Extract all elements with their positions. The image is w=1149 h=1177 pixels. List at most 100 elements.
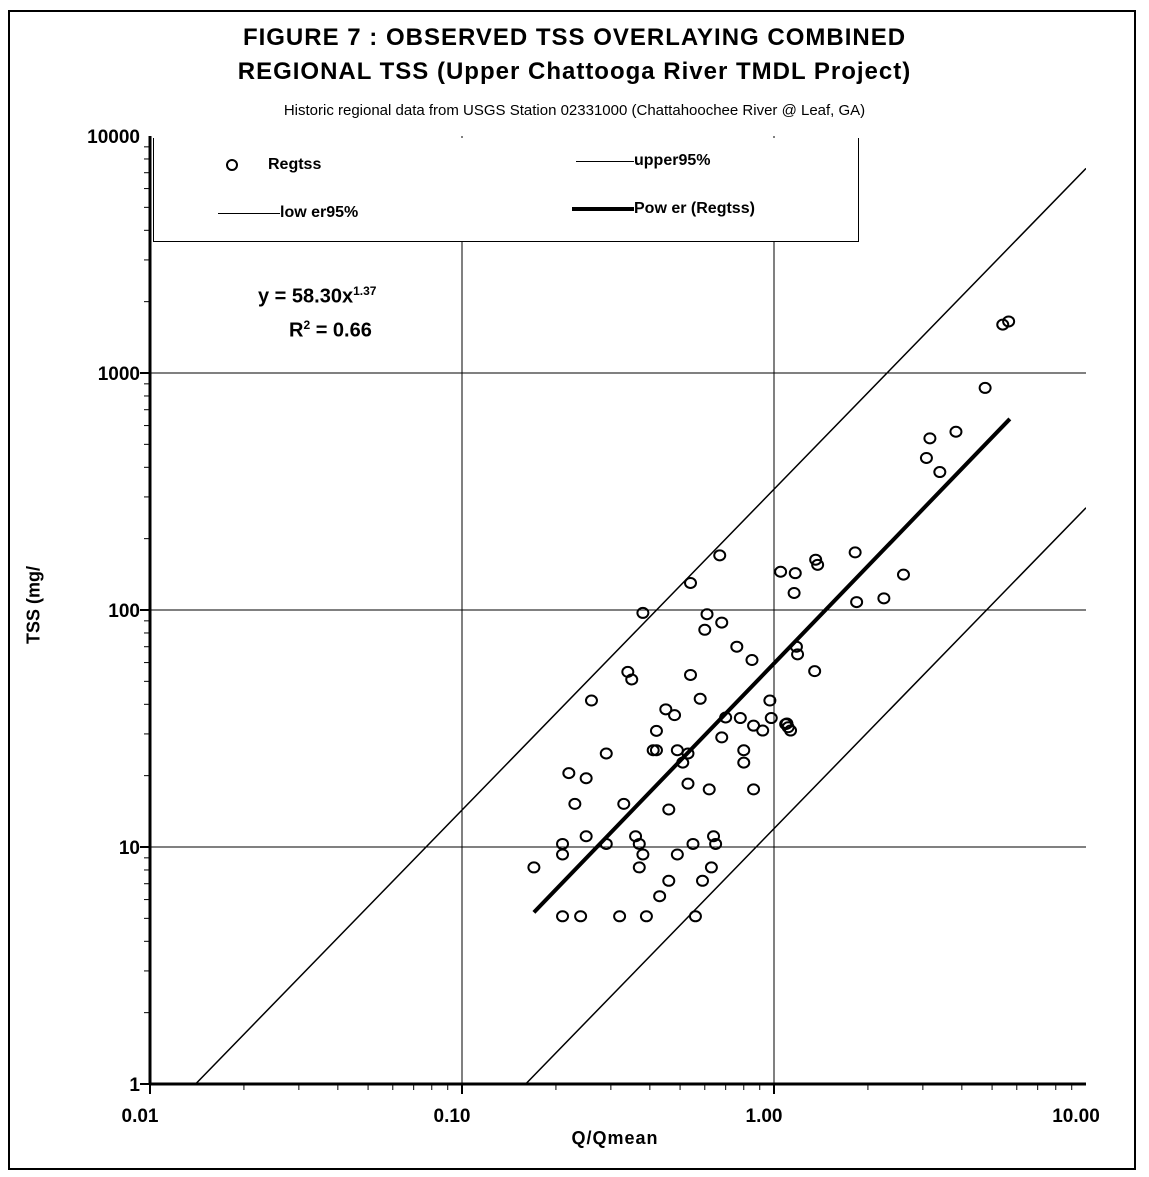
data-point xyxy=(659,703,673,716)
equation-text: y = 58.30x xyxy=(258,285,354,308)
data-point xyxy=(737,744,751,757)
data-point xyxy=(574,910,588,923)
data-point xyxy=(756,724,770,737)
y-tick-label: 10000 xyxy=(87,127,140,148)
data-point xyxy=(625,673,639,686)
data-point xyxy=(788,567,802,580)
data-point xyxy=(527,861,541,874)
data-point xyxy=(933,466,947,479)
y-tick-label: 100 xyxy=(108,601,140,622)
circle-marker-icon xyxy=(226,159,238,171)
data-point xyxy=(681,777,695,790)
legend-label-lower95: low er95% xyxy=(280,204,359,221)
data-point xyxy=(811,558,825,571)
regression-equation: y = 58.30x1.37 xyxy=(258,284,376,309)
data-point xyxy=(662,803,676,816)
thin-line-icon xyxy=(218,212,280,214)
data-point xyxy=(730,640,744,653)
thin-line-icon xyxy=(576,160,634,162)
chart-title-line-2: REGIONAL TSS (Upper Chattooga River TMDL… xyxy=(237,58,912,85)
data-point xyxy=(617,797,631,810)
data-point xyxy=(704,861,718,874)
data-point xyxy=(636,606,650,619)
data-point xyxy=(670,744,684,757)
data-point xyxy=(774,565,788,578)
data-point xyxy=(949,425,963,438)
x-tick-label: 1.00 xyxy=(746,1106,783,1127)
data-point xyxy=(632,837,646,850)
data-point xyxy=(978,381,992,394)
data-point xyxy=(764,712,778,725)
data-point xyxy=(923,432,937,445)
data-point xyxy=(579,830,593,843)
legend-item-regtss: Regtss xyxy=(226,156,321,174)
data-point xyxy=(763,694,777,707)
data-point xyxy=(707,830,721,843)
data-point xyxy=(702,783,716,796)
data-point xyxy=(784,724,798,737)
chart-title-line-1: FIGURE 7 : OBSERVED TSS OVERLAYING COMBI… xyxy=(242,24,907,51)
data-point xyxy=(713,549,727,562)
data-point xyxy=(808,665,822,678)
figure-frame xyxy=(8,10,1136,1170)
legend-item-lower95: low er95% xyxy=(218,204,358,222)
data-point xyxy=(668,709,682,722)
y-tick-label: 1 xyxy=(129,1075,140,1096)
r2-superscript: 2 xyxy=(303,318,311,332)
data-point xyxy=(649,724,663,737)
data-point xyxy=(698,623,712,636)
r-squared: R2 = 0.66 xyxy=(289,318,372,343)
data-point xyxy=(848,546,862,559)
data-point xyxy=(556,848,570,861)
upper95-line xyxy=(195,167,1086,1084)
data-point xyxy=(715,731,729,744)
x-tick-label: 0.10 xyxy=(434,1106,471,1127)
data-point xyxy=(747,783,761,796)
data-point xyxy=(662,874,676,887)
data-point xyxy=(613,910,627,923)
lower95-line xyxy=(525,507,1086,1084)
data-point xyxy=(787,586,801,599)
data-point xyxy=(636,848,650,861)
data-point xyxy=(688,910,702,923)
data-point xyxy=(791,648,805,661)
data-point xyxy=(584,694,598,707)
y-axis-label: TSS (mg/ xyxy=(23,565,44,645)
legend-label-upper95: upper95% xyxy=(634,152,711,169)
data-point xyxy=(562,767,576,780)
data-point xyxy=(653,890,667,903)
data-point xyxy=(684,668,698,681)
data-point xyxy=(737,756,751,769)
data-point xyxy=(896,568,910,581)
legend-label-power: Pow er (Regtss) xyxy=(634,200,755,217)
x-tick-label: 10.00 xyxy=(1052,1106,1100,1127)
data-point xyxy=(649,744,663,757)
data-point xyxy=(733,712,747,725)
r2-label: R xyxy=(289,319,304,342)
data-point xyxy=(1002,315,1016,328)
data-point xyxy=(639,910,653,923)
data-point xyxy=(696,874,710,887)
chart-subtitle: Historic regional data from USGS Station… xyxy=(283,102,866,119)
data-point xyxy=(684,576,698,589)
legend: Regtss upper95% low er95% Pow er (Regtss… xyxy=(153,138,859,242)
data-point xyxy=(745,654,759,667)
data-point xyxy=(599,747,613,760)
legend-item-upper95: upper95% xyxy=(576,152,710,170)
power-fit-line xyxy=(532,417,1012,914)
data-point xyxy=(579,772,593,785)
data-point xyxy=(693,692,707,705)
data-point xyxy=(877,592,891,605)
r2-value: = 0.66 xyxy=(310,319,372,342)
data-point xyxy=(556,910,570,923)
data-point xyxy=(715,616,729,629)
legend-item-power: Pow er (Regtss) xyxy=(572,200,755,218)
y-tick-label: 10 xyxy=(119,838,140,859)
equation-exponent: 1.37 xyxy=(353,284,377,298)
data-point xyxy=(700,608,714,621)
x-tick-label: 0.01 xyxy=(122,1106,159,1127)
x-axis-label: Q/Qmean xyxy=(571,1128,659,1148)
data-point xyxy=(709,837,723,850)
data-point xyxy=(809,553,823,566)
